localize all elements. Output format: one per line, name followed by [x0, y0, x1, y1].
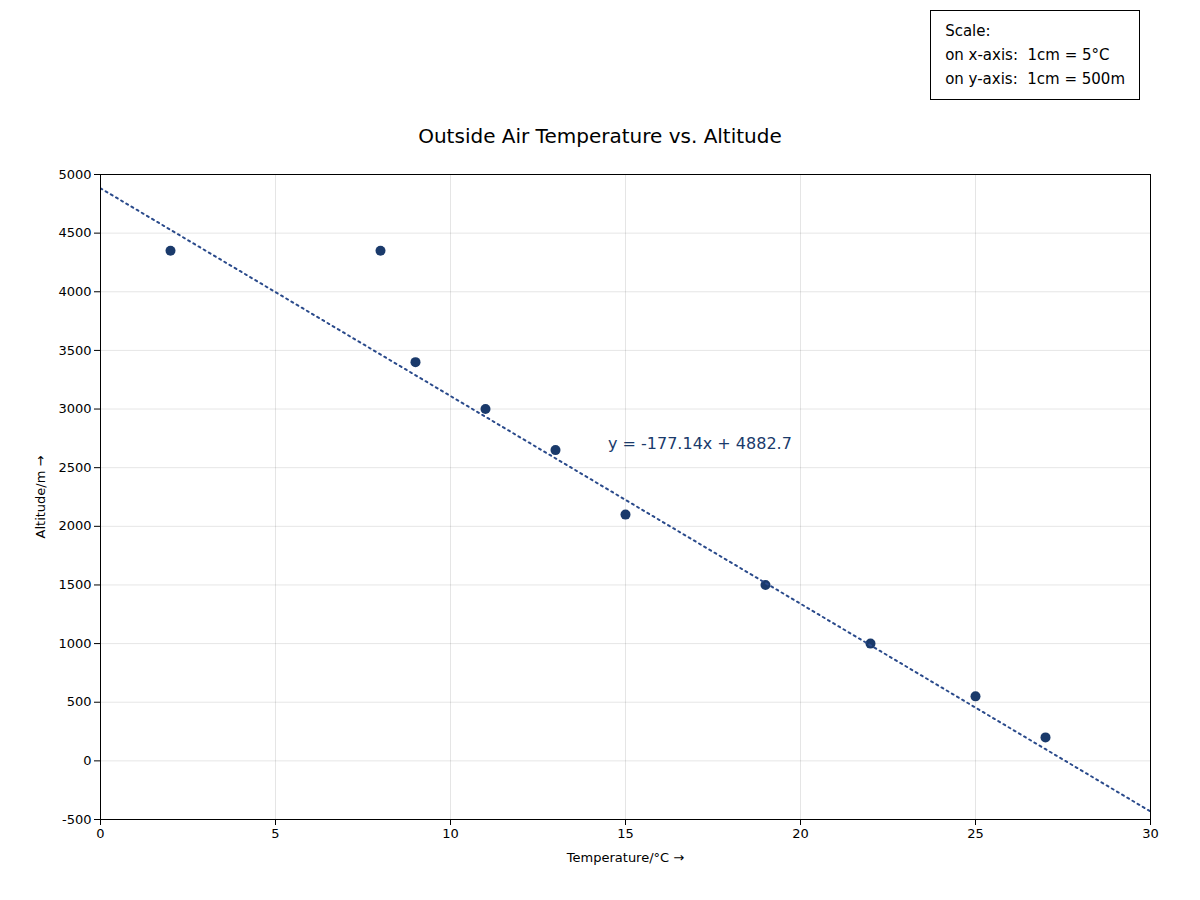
svg-text:5: 5 — [271, 826, 279, 841]
svg-text:10: 10 — [442, 826, 459, 841]
svg-text:30: 30 — [1142, 826, 1159, 841]
svg-text:20: 20 — [792, 826, 809, 841]
svg-text:3000: 3000 — [58, 401, 91, 416]
svg-text:3500: 3500 — [58, 343, 91, 358]
svg-text:2500: 2500 — [58, 460, 91, 475]
svg-text:Altitude/m →: Altitude/m → — [33, 455, 48, 538]
svg-text:0: 0 — [96, 826, 104, 841]
svg-text:4500: 4500 — [58, 225, 91, 240]
svg-text:0: 0 — [83, 753, 91, 768]
svg-text:y = -177.14x + 4882.7: y = -177.14x + 4882.7 — [608, 434, 792, 453]
svg-text:25: 25 — [967, 826, 984, 841]
svg-text:500: 500 — [67, 694, 92, 709]
svg-text:4000: 4000 — [58, 284, 91, 299]
svg-text:-500: -500 — [62, 812, 92, 827]
svg-text:5000: 5000 — [58, 167, 91, 182]
html-text:Scale: on x-axis: 1cm = 5°C on: Scale: on x-axis: 1cm = 5°C on y-axis: 1… — [945, 22, 1125, 88]
svg-text:2000: 2000 — [58, 518, 91, 533]
html-text:Outside Air Temperature vs. Al: Outside Air Temperature vs. Altitude — [418, 124, 782, 148]
svg-text:1500: 1500 — [58, 577, 91, 592]
svg-text:15: 15 — [617, 826, 634, 841]
svg-text:1000: 1000 — [58, 636, 91, 651]
svg-text:Temperature/°C →: Temperature/°C → — [566, 850, 684, 865]
